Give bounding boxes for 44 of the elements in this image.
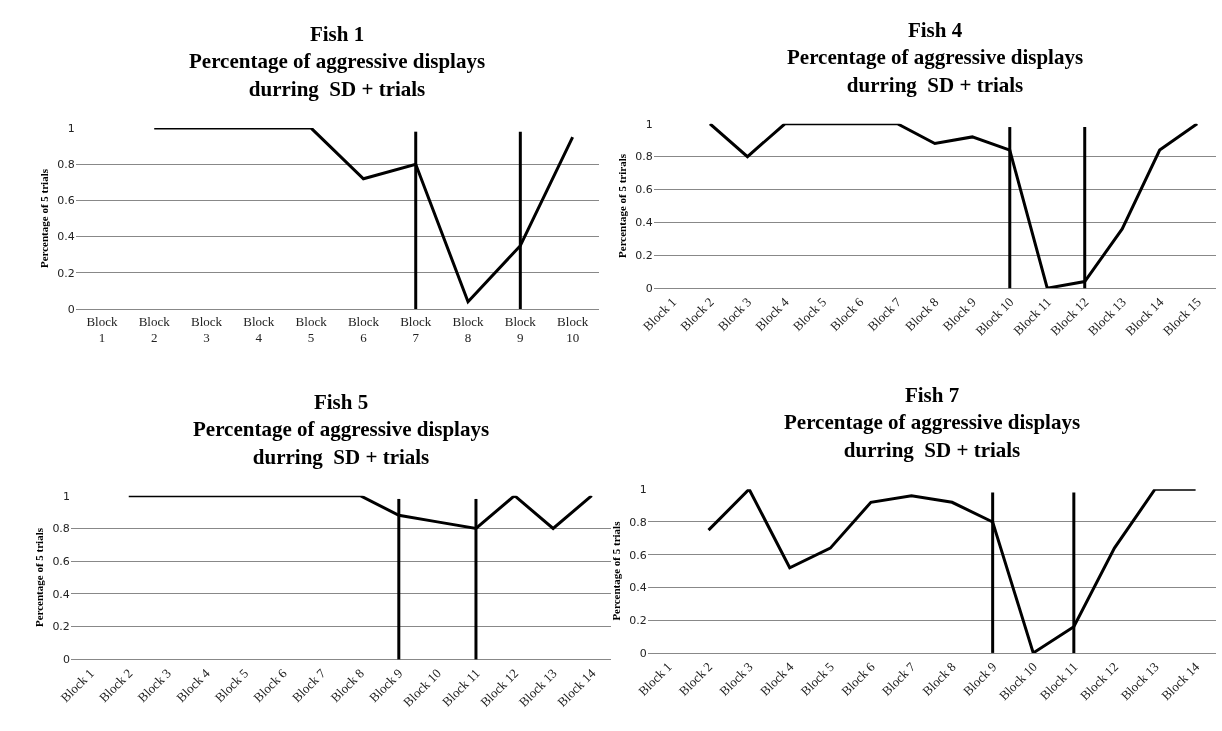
y-tick-label: 1: [67, 121, 75, 135]
y-tick-label: 0.2: [57, 266, 75, 280]
y-tick-label: 0.8: [57, 158, 75, 172]
y-tick-label: 0.4: [629, 581, 647, 595]
y-axis-title: Percentage of 5 trials: [33, 527, 46, 628]
y-tick-label: 0: [639, 646, 647, 660]
y-tick-label: 0.8: [629, 515, 647, 529]
y-tick-label: 0.6: [57, 194, 75, 208]
x-tick-label: Block 8: [452, 313, 485, 346]
y-tick-label: 0.2: [629, 614, 647, 628]
line-series: [707, 489, 1198, 653]
y-tick-label: 0.8: [52, 522, 70, 536]
chart-title: Fish 4 Percentage of aggressive displays durring SD + trials: [787, 18, 1084, 97]
x-tick-label: Block 5: [295, 313, 328, 346]
x-tick-label: Block 7: [400, 313, 432, 346]
y-tick-label: 0.4: [57, 230, 75, 244]
y-tick-label: 0: [645, 282, 653, 296]
y-tick-label: 1: [639, 483, 647, 497]
y-tick-label: 0.2: [52, 620, 70, 634]
y-axis-title: Percentage of 5 trials: [37, 168, 50, 269]
chart-title: Fish 1 Percentage of aggressive displays durring SD + trials: [189, 22, 486, 101]
y-tick-label: 1: [62, 489, 70, 503]
line-series: [708, 123, 1199, 289]
x-tick-label: Block 2: [138, 313, 171, 346]
x-tick-label: Block 1: [86, 313, 118, 346]
x-tick-label: Block 3: [190, 313, 223, 346]
x-tick-label: Block 4: [243, 313, 275, 346]
y-tick-label: 0.6: [629, 548, 647, 562]
chart-title: Fish 5 Percentage of aggressive displays durring SD + trials: [193, 390, 490, 469]
y-axis-title: Percentage of 5 trials: [609, 520, 622, 621]
chart-title: Fish 7 Percentage of aggressive displays durring SD + trials: [784, 383, 1081, 462]
x-tick-label: Block 10: [557, 313, 589, 346]
y-tick-label: 0.2: [635, 249, 653, 263]
y-axis-title: Percentage of 5 trirals: [615, 153, 628, 258]
y-tick-label: 0.4: [52, 587, 70, 601]
y-tick-label: 0: [62, 653, 70, 667]
y-tick-label: 1: [645, 117, 653, 131]
x-tick-label: Block 9: [504, 313, 537, 346]
y-tick-label: 0.8: [635, 150, 653, 164]
y-tick-label: 0.6: [635, 183, 653, 197]
y-tick-label: 0: [67, 302, 75, 316]
y-tick-label: 0.4: [635, 216, 653, 230]
x-tick-label: Block 6: [347, 313, 380, 346]
y-tick-label: 0.6: [52, 555, 70, 569]
